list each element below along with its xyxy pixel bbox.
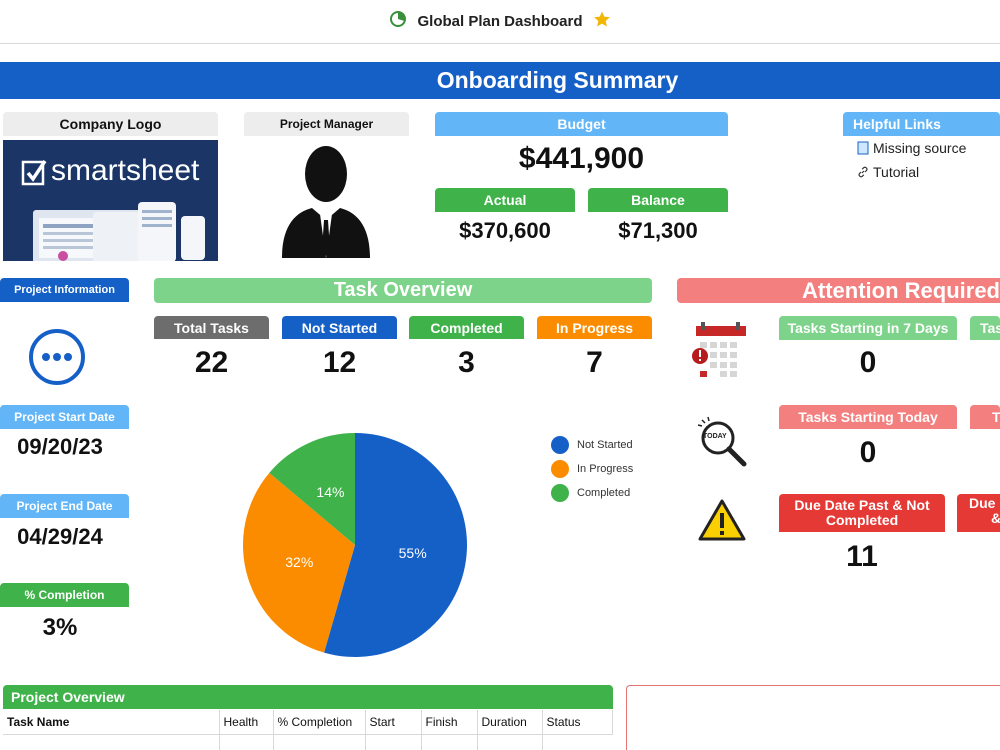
column-health[interactable]: Health: [219, 710, 274, 735]
legend-swatch: [551, 460, 569, 478]
not-started-value: 12: [322, 346, 357, 379]
table-header-row: Task Name Health % Completion Start Fini…: [3, 710, 613, 735]
dashboard-title: Global Plan Dashboard: [417, 13, 583, 30]
more-options-icon[interactable]: [28, 328, 86, 386]
document-icon: [857, 141, 869, 155]
secondary-widget-panel: [626, 685, 1000, 750]
budget-header: Budget: [435, 112, 728, 136]
tasks-7-days-secondary-header: Tas: [970, 316, 1000, 340]
overdue-value: 11: [846, 540, 878, 573]
pie-slice-in-progress[interactable]: [242, 472, 355, 653]
company-logo-header: Company Logo: [3, 112, 218, 136]
overdue-secondary-line2: &: [969, 511, 1000, 526]
project-overview-header: Project Overview: [3, 685, 613, 709]
warning-icon: [697, 498, 747, 547]
pie-label-in-progress: 32%: [285, 554, 313, 570]
legend-item-completed[interactable]: Completed: [551, 484, 633, 502]
manager-avatar: [276, 140, 376, 260]
pie-legend: Not Started In Progress Completed: [551, 436, 633, 508]
overdue-secondary-line1: Due: [969, 495, 996, 511]
project-overview-table: Task Name Health % Completion Start Fini…: [3, 710, 613, 750]
tasks-7-days-header: Tasks Starting in 7 Days: [779, 316, 957, 340]
calendar-alert-icon: [690, 322, 750, 385]
completed-value: 3: [458, 346, 475, 379]
today-search-icon: TODAY: [694, 416, 750, 475]
pie-slice-completed[interactable]: [269, 433, 355, 545]
today-icon-text: TODAY: [703, 433, 727, 440]
legend-label: Completed: [577, 487, 631, 499]
actual-value: $370,600: [459, 218, 551, 243]
top-bar: Global Plan Dashboard: [0, 0, 1000, 44]
smartsheet-logo: [21, 160, 205, 261]
overdue-secondary-header: Due &: [957, 494, 1000, 532]
link-missing-source[interactable]: Missing source: [857, 140, 966, 156]
attention-header: Attention Required: [677, 278, 1000, 303]
link-tutorial-label: Tutorial: [873, 164, 920, 180]
tasks-7-days-value: 0: [859, 346, 877, 379]
completed-header: Completed: [409, 316, 524, 339]
pie-label-completed: 14%: [316, 484, 344, 500]
in-progress-value: 7: [586, 346, 603, 379]
in-progress-header: In Progress: [537, 316, 652, 339]
completion-header: % Completion: [0, 583, 129, 607]
attention-title: Attention Required: [802, 278, 1000, 303]
total-tasks-header: Total Tasks: [154, 316, 269, 339]
column-start[interactable]: Start: [365, 710, 422, 735]
company-logo-image: smartsheet: [3, 140, 218, 261]
legend-item-in-progress[interactable]: In Progress: [551, 460, 633, 478]
not-started-header: Not Started: [282, 316, 397, 339]
overdue-header: Due Date Past & Not Completed: [779, 494, 945, 532]
person-silhouette-icon: [282, 146, 370, 258]
legend-swatch: [551, 436, 569, 454]
actual-header: Actual: [435, 188, 575, 212]
task-status-pie-chart: 55% 32% 14%: [242, 433, 467, 657]
dashboard-icon: [389, 10, 407, 33]
project-overview-table-wrapper: Task Name Health % Completion Start Fini…: [3, 710, 613, 750]
pie-label-not-started: 55%: [399, 545, 427, 561]
link-tutorial[interactable]: Tutorial: [857, 164, 966, 180]
summary-banner: Onboarding Summary: [0, 62, 1000, 99]
balance-header: Balance: [588, 188, 728, 212]
tasks-today-value: 0: [859, 436, 877, 469]
helpful-links-header: Helpful Links: [843, 112, 1000, 136]
legend-label: Not Started: [577, 439, 633, 451]
column-duration[interactable]: Duration: [477, 710, 543, 735]
start-date-value: 09/20/23: [17, 434, 103, 459]
task-overview-header: Task Overview: [154, 278, 652, 303]
balance-value: $71,300: [618, 218, 698, 243]
link-missing-source-label: Missing source: [873, 140, 967, 156]
total-tasks-value: 22: [194, 346, 229, 379]
pie-slice-not-started[interactable]: [324, 433, 467, 657]
end-date-value: 04/29/24: [17, 524, 103, 549]
tasks-today-secondary-header: T: [970, 405, 1000, 429]
helpful-links-list: Missing source Tutorial: [857, 140, 966, 188]
link-icon: [858, 166, 868, 178]
project-info-header: Project Information: [0, 278, 129, 302]
column-completion[interactable]: % Completion: [273, 710, 366, 735]
legend-label: In Progress: [577, 463, 634, 475]
budget-value: $441,900: [518, 142, 645, 175]
favorite-star-icon[interactable]: [593, 10, 611, 33]
column-finish[interactable]: Finish: [421, 710, 478, 735]
column-task-name[interactable]: Task Name: [3, 710, 220, 735]
end-date-header: Project End Date: [0, 494, 129, 518]
legend-swatch: [551, 484, 569, 502]
start-date-header: Project Start Date: [0, 405, 129, 429]
completion-value: 3%: [42, 614, 78, 641]
project-manager-header: Project Manager: [244, 112, 409, 136]
column-status[interactable]: Status: [542, 710, 613, 735]
table-row[interactable]: [3, 734, 612, 750]
tasks-today-header: Tasks Starting Today: [779, 405, 957, 429]
legend-item-not-started[interactable]: Not Started: [551, 436, 633, 454]
banner-title: Onboarding Summary: [436, 67, 679, 93]
logo-brand-text: smartsheet: [51, 154, 200, 187]
